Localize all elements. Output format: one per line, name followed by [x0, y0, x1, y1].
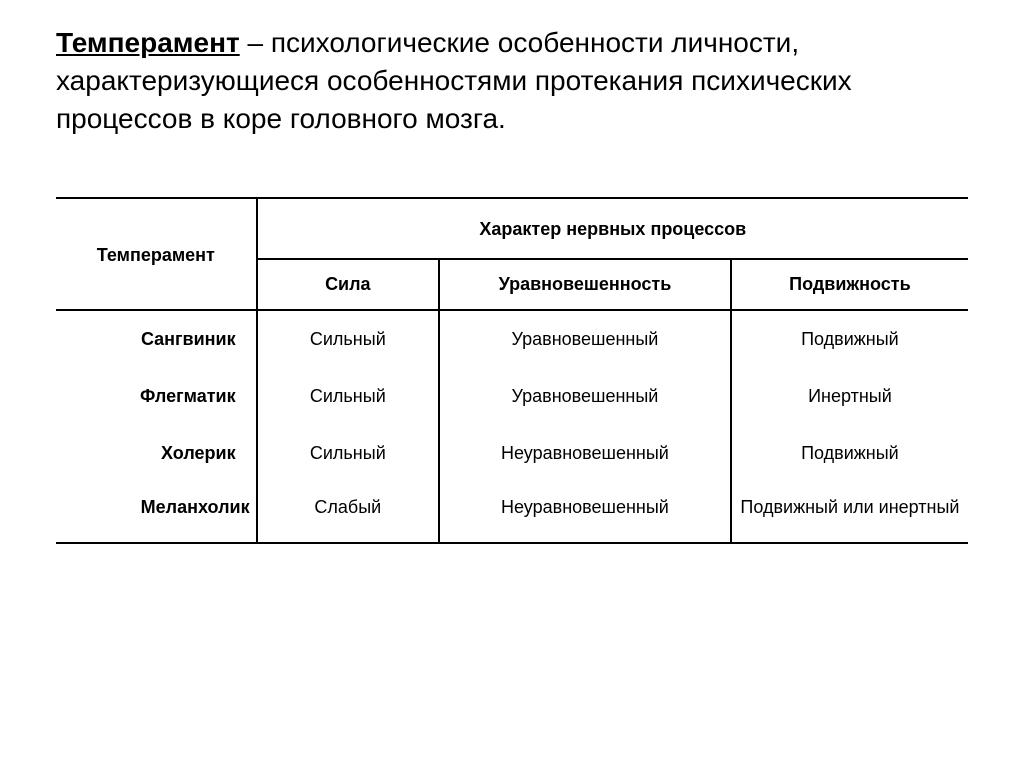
row-label: Сангвиник — [56, 310, 257, 368]
temperament-table: Темперамент Характер нервных процессов С… — [56, 197, 968, 543]
heading-term: Темперамент — [56, 27, 240, 58]
row-label: Меланхолик — [56, 482, 257, 542]
cell-mobility: Подвижный или инертный — [731, 482, 968, 542]
cell-strength: Сильный — [257, 310, 439, 368]
subheader-balance: Уравновешенность — [439, 259, 731, 310]
cell-mobility: Инертный — [731, 368, 968, 425]
cell-balance: Уравновешенный — [439, 310, 731, 368]
heading-text: Темперамент – психологические особенност… — [56, 24, 968, 137]
subheader-mobility: Подвижность — [731, 259, 968, 310]
cell-balance: Неуравновешенный — [439, 482, 731, 542]
table-row: Флегматик Сильный Уравновешенный Инертны… — [56, 368, 968, 425]
table-row: Сангвиник Сильный Уравновешенный Подвижн… — [56, 310, 968, 368]
subheader-strength: Сила — [257, 259, 439, 310]
cell-strength: Сильный — [257, 425, 439, 482]
cell-strength: Сильный — [257, 368, 439, 425]
cell-balance: Уравновешенный — [439, 368, 731, 425]
cell-mobility: Подвижный — [731, 425, 968, 482]
col-header-group: Характер нервных процессов — [257, 198, 968, 259]
cell-balance: Неуравновешенный — [439, 425, 731, 482]
row-label: Холерик — [56, 425, 257, 482]
row-label: Флегматик — [56, 368, 257, 425]
cell-strength: Слабый — [257, 482, 439, 542]
col-header-main: Темперамент — [56, 198, 257, 310]
table-row: Меланхолик Слабый Неуравновешенный Подви… — [56, 482, 968, 542]
table-row: Холерик Сильный Неуравновешенный Подвижн… — [56, 425, 968, 482]
cell-mobility: Подвижный — [731, 310, 968, 368]
